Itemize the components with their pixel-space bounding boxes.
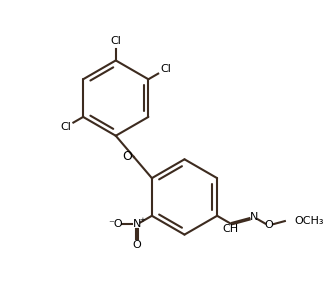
Text: N: N	[133, 219, 141, 229]
Text: +: +	[139, 217, 145, 223]
Text: O: O	[133, 240, 141, 250]
Text: O: O	[264, 221, 273, 231]
Text: Cl: Cl	[110, 36, 121, 46]
Text: N: N	[250, 212, 258, 222]
Text: CH: CH	[222, 224, 238, 234]
Text: ⁻O: ⁻O	[108, 219, 123, 229]
Text: OCH₃: OCH₃	[294, 215, 324, 226]
Text: O: O	[122, 150, 132, 163]
Text: Cl: Cl	[61, 122, 71, 132]
Text: Cl: Cl	[160, 65, 171, 74]
